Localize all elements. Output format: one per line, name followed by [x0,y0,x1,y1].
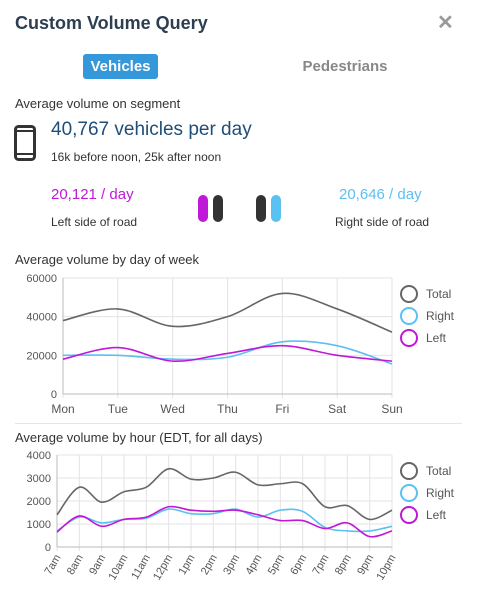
x-tick-label: 8am [65,553,86,578]
x-tick-label: 1pm [177,553,198,578]
x-tick-label: 3pm [221,553,242,578]
legend-label-total: Total [426,464,451,478]
x-tick-label: 4pm [244,553,265,578]
legend-marker-left [400,506,418,524]
series-line-left [62,344,393,362]
x-tick-label: Wed [160,402,184,416]
x-tick-label: 7am [43,553,64,578]
series-line-right [56,508,393,533]
x-tick-label: Fri [275,402,289,416]
legend-label-total: Total [426,287,451,301]
x-tick-label: 10pm [374,553,398,583]
y-tick-label: 3000 [27,473,51,485]
x-tick-label: 9am [87,553,108,578]
legend-label-left: Left [426,331,447,345]
x-tick-label: 5pm [266,553,287,578]
series-line-total [62,292,393,333]
phone-icon [14,125,36,161]
series-line-left [56,505,393,538]
series-line-total [56,467,393,521]
tab-pedestrians[interactable]: Pedestrians [302,58,388,75]
x-tick-label: Tue [108,402,129,416]
right-side-value: 20,646 / day [339,186,422,203]
close-icon[interactable]: ✕ [437,12,454,34]
x-tick-label: 8pm [333,553,354,578]
y-tick-label: 2000 [27,496,51,508]
total-volume: 40,767 vehicles per day [51,119,252,140]
legend-marker-left [400,329,418,347]
x-tick-label: 12pm [151,553,175,583]
y-tick-label: 0 [45,542,51,554]
legend-label-right: Right [426,309,455,323]
y-tick-label: 1000 [27,519,51,531]
grid [56,454,393,551]
x-tick-label: Sat [328,402,347,416]
series-line-right [62,340,393,365]
y-tick-label: 60000 [26,273,57,285]
x-tick-label: Mon [51,402,74,416]
x-tick-label: 6pm [288,553,309,578]
x-tick-label: 7pm [311,553,332,578]
segment-volume-label: Average volume on segment [15,96,181,111]
y-tick-label: 20000 [26,350,57,362]
left-side-label: Left side of road [51,215,138,229]
x-tick-label: 2pm [199,553,220,578]
grid [62,277,393,398]
weekday-chart-title: Average volume by day of week [15,252,200,267]
legend-marker-right [400,484,418,502]
legend-label-right: Right [426,486,455,500]
right-side-label: Right side of road [335,215,430,229]
volume-split: 16k before noon, 25k after noon [51,150,222,164]
legend-marker-total [400,285,418,303]
x-tick-label: 9pm [355,553,376,578]
legend-label-left: Left [426,508,447,522]
tab-vehicles[interactable]: Vehicles [83,54,158,79]
legend-marker-total [400,462,418,480]
y-tick-label: 40000 [26,312,57,324]
x-tick-label: Thu [217,402,238,416]
y-tick-label: 4000 [27,450,51,462]
y-tick-label: 0 [51,389,57,401]
panel-title: Custom Volume Query [15,13,208,33]
hourly-chart-title: Average volume by hour (EDT, for all day… [15,430,263,445]
x-tick-label: 10am [106,553,130,583]
x-tick-label: 11am [129,553,153,582]
x-tick-label: Sun [381,402,402,416]
left-side-value: 20,121 / day [51,186,134,203]
divider [15,423,462,424]
legend-marker-right [400,307,418,325]
weekday-volume-chart: 0 20000 40000 60000 Mon Tue Wed Thu Fri Sat Sun Tot… [26,273,455,416]
